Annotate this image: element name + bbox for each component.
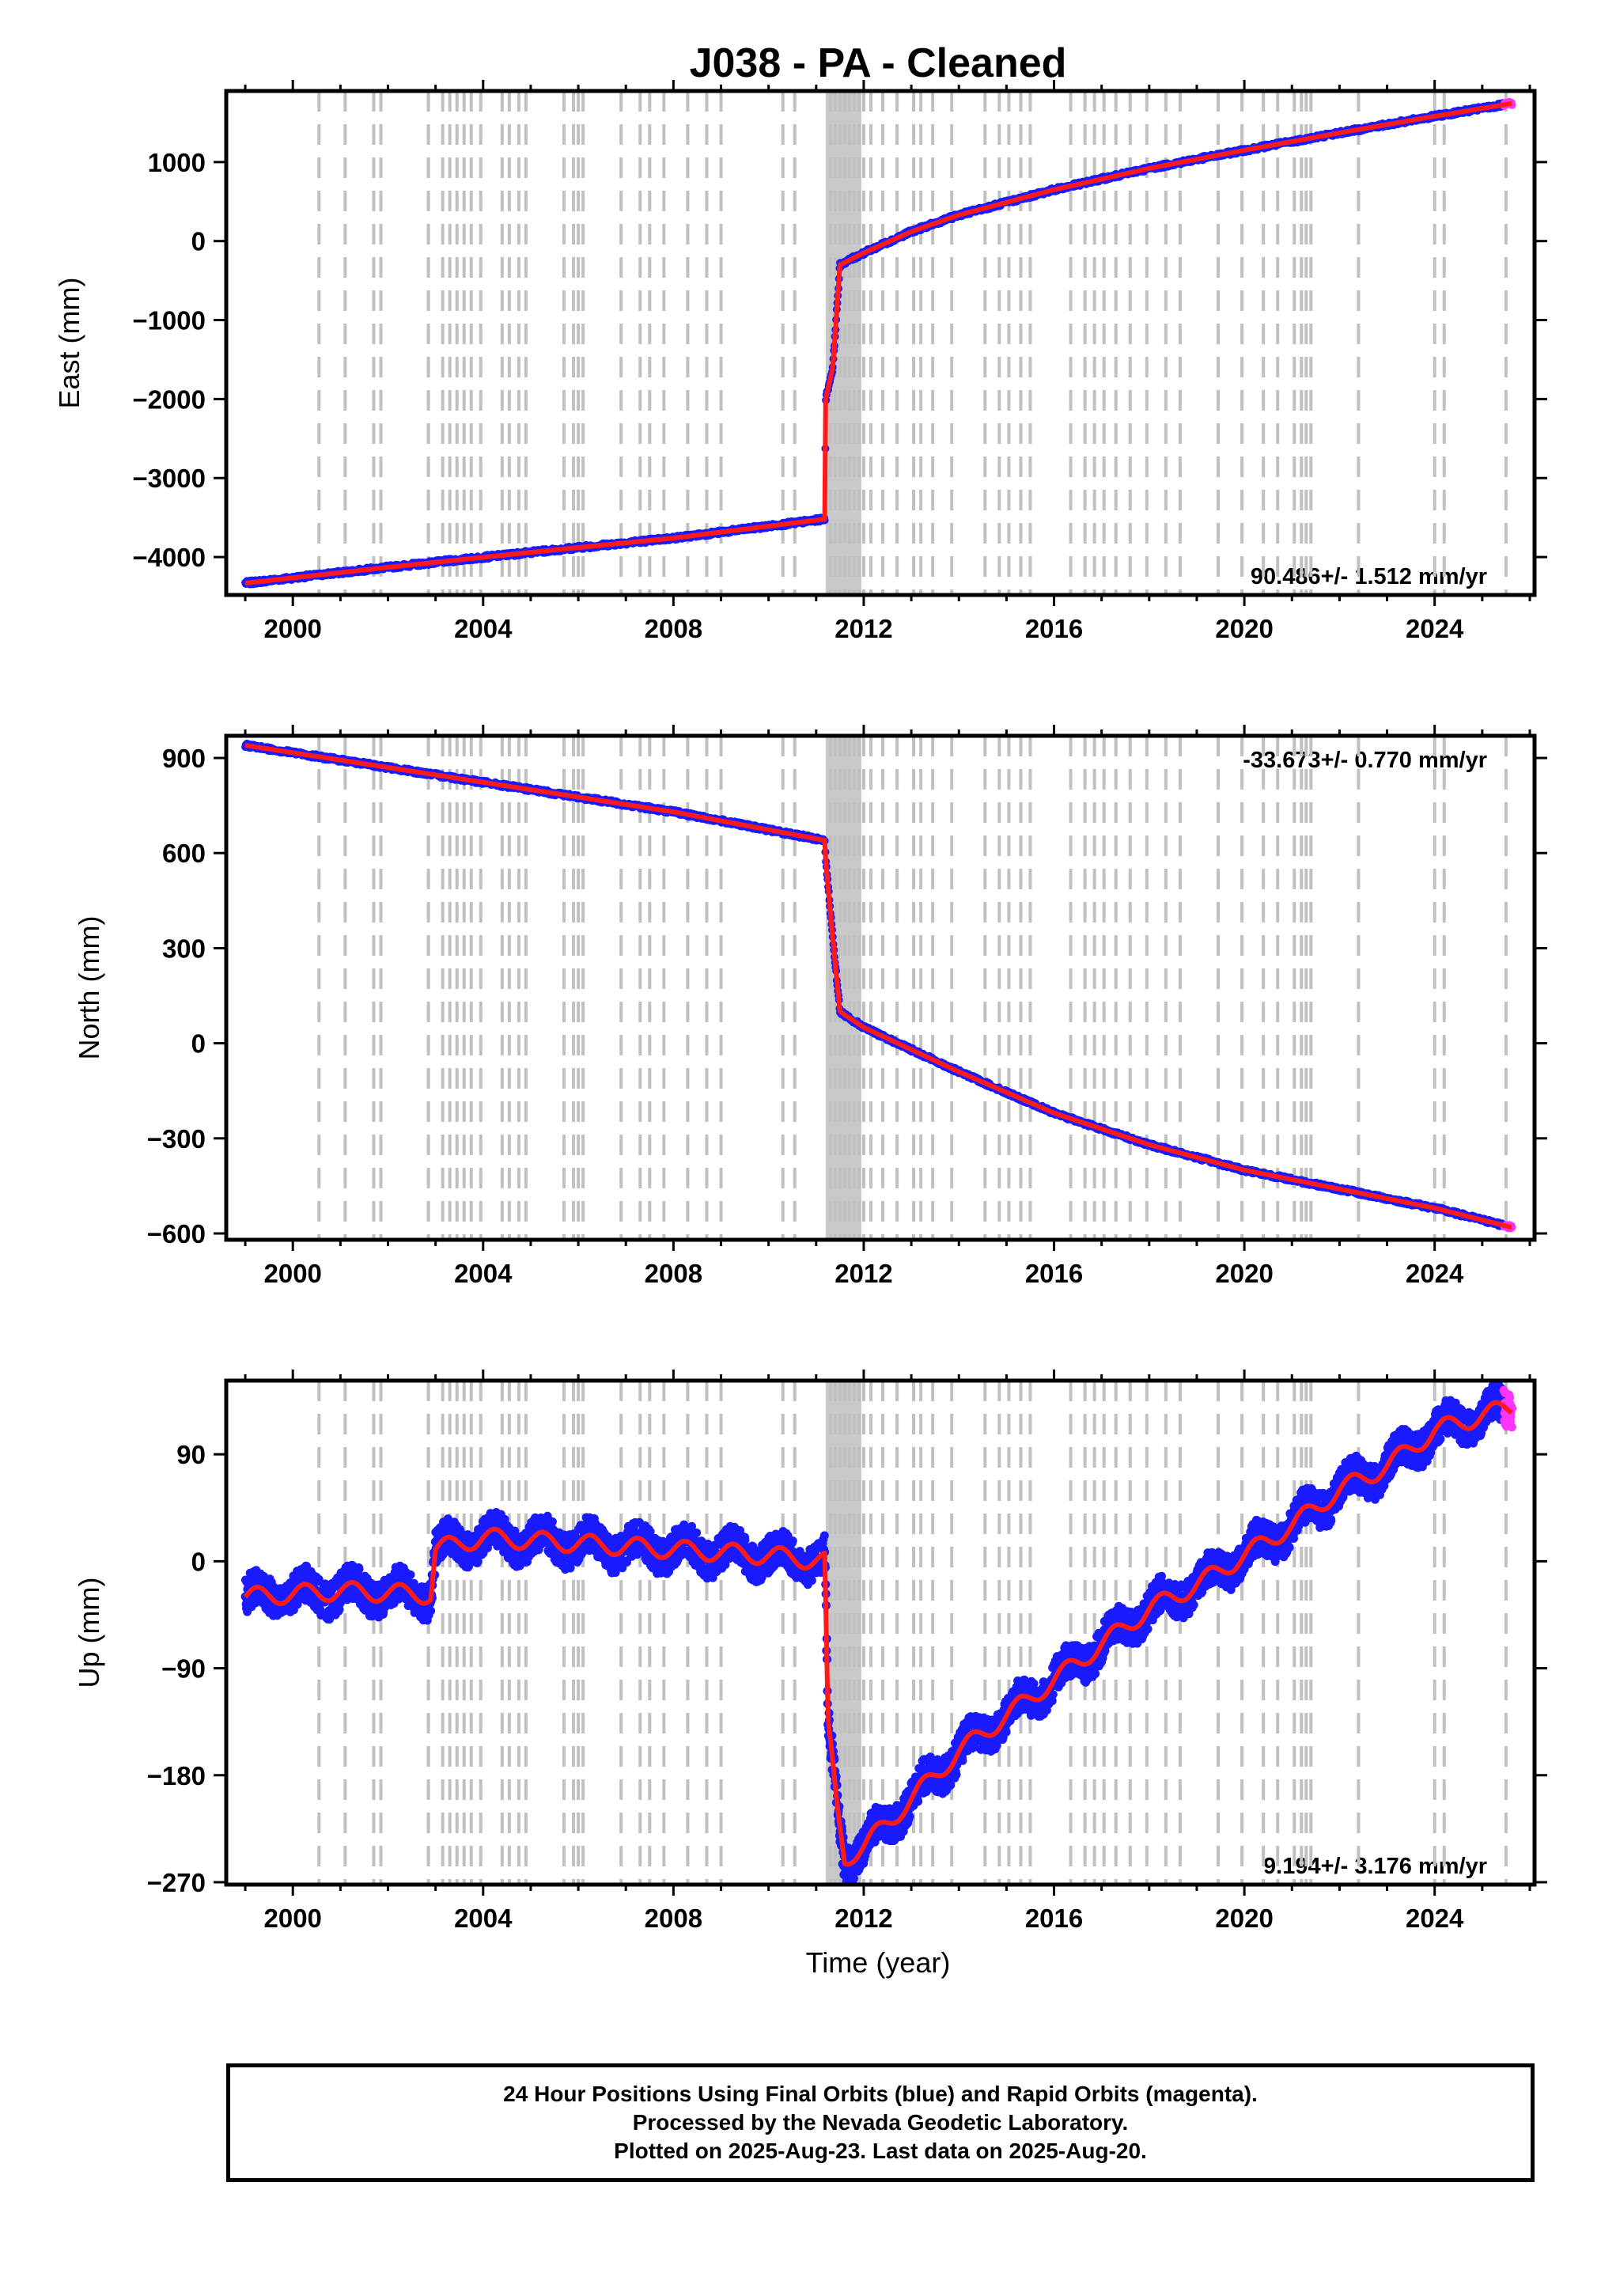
footer-line-1: 24 Hour Positions Using Final Orbits (bl… bbox=[503, 2082, 1258, 2106]
x-tick-label: 2004 bbox=[454, 1259, 513, 1288]
y-tick-label: 900 bbox=[162, 744, 206, 773]
y-tick-label: 600 bbox=[162, 839, 206, 868]
plot-frame bbox=[224, 733, 1537, 1242]
x-tick-label: 2000 bbox=[263, 1904, 321, 1933]
east-rate-annotation: 90.486+/- 1.512 mm/yr bbox=[1251, 564, 1487, 589]
x-tick-label: 2020 bbox=[1215, 1259, 1273, 1288]
x-tick-label: 2016 bbox=[1025, 1259, 1083, 1288]
x-tick-label: 2008 bbox=[645, 614, 702, 643]
plot-frame bbox=[224, 89, 1537, 597]
y-tick-label: −90 bbox=[161, 1654, 206, 1684]
plot-area bbox=[240, 1381, 1517, 1885]
y-tick-label: −600 bbox=[147, 1219, 206, 1248]
final-orbit-points bbox=[241, 739, 1508, 1230]
figure-title: J038 - PA - Cleaned bbox=[690, 40, 1067, 86]
final-orbit-points bbox=[240, 1381, 1508, 1885]
x-tick-label: 2012 bbox=[835, 1904, 892, 1933]
x-tick-label: 2008 bbox=[645, 1259, 702, 1288]
east-axis-label: East (mm) bbox=[53, 278, 85, 409]
x-tick-label: 2020 bbox=[1215, 614, 1273, 643]
north-rate-annotation: -33.673+/- 0.770 mm/yr bbox=[1243, 748, 1487, 773]
east-panel: East (mm) 90.486+/- 1.512 mm/yr 2000 2004… bbox=[53, 80, 1547, 643]
y-tick-label: −180 bbox=[147, 1761, 206, 1790]
up-panel: Up (mm) 9.194+/- 3.176 mm/yr 2000 2004 200… bbox=[73, 1370, 1547, 1933]
y-tick-label: 1000 bbox=[148, 148, 206, 177]
time-axis-label: Time (year) bbox=[806, 1946, 951, 1979]
y-tick-label: −4000 bbox=[132, 543, 206, 572]
x-tick-label: 2000 bbox=[263, 614, 321, 643]
model-line bbox=[244, 743, 1513, 1229]
y-tick-label: 0 bbox=[191, 227, 206, 256]
y-tick-label: 0 bbox=[191, 1547, 206, 1576]
x-tick-label: 2016 bbox=[1025, 1904, 1083, 1933]
model-line bbox=[243, 1400, 1514, 1867]
x-tick-label: 2012 bbox=[835, 1259, 892, 1288]
y-tick-label: −1000 bbox=[132, 306, 206, 335]
final-orbit-points bbox=[241, 99, 1508, 589]
x-tick-label: 2004 bbox=[454, 1904, 513, 1933]
x-tick-label: 2020 bbox=[1215, 1904, 1273, 1933]
footer-caption-box: 24 Hour Positions Using Final Orbits (bl… bbox=[226, 2063, 1535, 2182]
y-tick-label: 0 bbox=[191, 1029, 206, 1059]
model-line bbox=[244, 101, 1513, 585]
y-tick-label: 300 bbox=[162, 934, 206, 963]
plot-frame bbox=[224, 1378, 1537, 1887]
north-panel: North (mm) -33.673+/- 0.770 mm/yr 2000 20… bbox=[73, 725, 1547, 1288]
plot-area bbox=[241, 91, 1516, 595]
x-tick-label: 2024 bbox=[1406, 614, 1464, 643]
x-tick-label: 2000 bbox=[263, 1259, 321, 1288]
footer-line-2: Processed by the Nevada Geodetic Laborat… bbox=[632, 2110, 1129, 2135]
up-rate-annotation: 9.194+/- 3.176 mm/yr bbox=[1263, 1854, 1487, 1879]
up-axis-label: Up (mm) bbox=[73, 1578, 105, 1688]
y-tick-label: −2000 bbox=[132, 385, 206, 414]
plot-area bbox=[241, 736, 1516, 1240]
y-tick-label: 90 bbox=[176, 1440, 206, 1469]
x-tick-label: 2016 bbox=[1025, 614, 1083, 643]
x-tick-label: 2012 bbox=[835, 614, 892, 643]
x-tick-label: 2024 bbox=[1406, 1259, 1464, 1288]
x-tick-label: 2004 bbox=[454, 614, 513, 643]
footer-line-3: Plotted on 2025-Aug-23. Last data on 202… bbox=[614, 2139, 1147, 2163]
north-axis-label: North (mm) bbox=[73, 916, 105, 1060]
y-tick-label: −270 bbox=[147, 1868, 206, 1897]
y-tick-label: −3000 bbox=[132, 464, 206, 493]
x-tick-label: 2024 bbox=[1406, 1904, 1464, 1933]
x-tick-label: 2008 bbox=[645, 1904, 702, 1933]
rapid-orbit-points bbox=[1499, 1385, 1517, 1432]
y-tick-label: −300 bbox=[147, 1124, 206, 1154]
